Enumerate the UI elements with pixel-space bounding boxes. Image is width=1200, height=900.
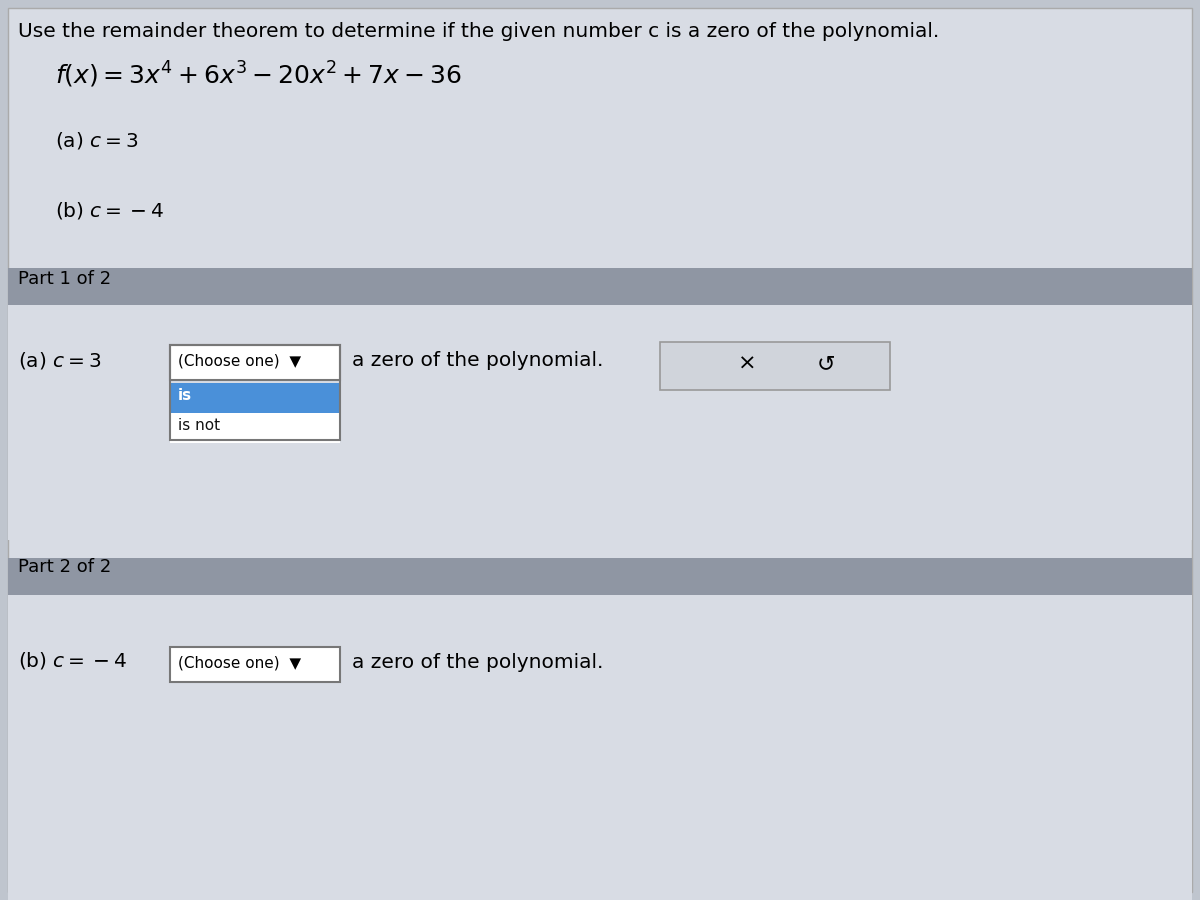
Bar (170, 345, 340, 380)
Bar (8, 558, 1192, 595)
Bar (660, 342, 890, 390)
Text: (b) $c=-4$: (b) $c=-4$ (55, 200, 164, 221)
Bar (8, 595, 1192, 900)
Text: (a) $c=3$: (a) $c=3$ (18, 350, 101, 371)
Bar (170, 647, 340, 682)
Text: a zero of the polynomial.: a zero of the polynomial. (352, 653, 604, 672)
Text: $f(x)=3x^4+6x^3-20x^2+7x-36$: $f(x)=3x^4+6x^3-20x^2+7x-36$ (55, 60, 462, 90)
Bar (8, 268, 1192, 305)
Text: a zero of the polynomial.: a zero of the polynomial. (352, 351, 604, 370)
Bar (170, 383, 340, 413)
Text: is not: is not (178, 418, 220, 434)
Text: Use the remainder theorem to determine if the given number c is a zero of the po: Use the remainder theorem to determine i… (18, 22, 940, 41)
Text: ×: × (738, 354, 757, 374)
Bar (170, 413, 340, 443)
Text: (b) $c=-4$: (b) $c=-4$ (18, 650, 127, 671)
Bar (170, 345, 340, 440)
Text: is: is (178, 389, 192, 403)
Text: (Choose one)  ▼: (Choose one) ▼ (178, 655, 301, 670)
Text: Part 2 of 2: Part 2 of 2 (18, 558, 112, 576)
Bar (8, 305, 1192, 540)
Text: Part 1 of 2: Part 1 of 2 (18, 270, 112, 288)
Text: ↺: ↺ (816, 354, 835, 374)
Text: (Choose one)  ▼: (Choose one) ▼ (178, 353, 301, 368)
Text: (a) $c=3$: (a) $c=3$ (55, 130, 138, 151)
